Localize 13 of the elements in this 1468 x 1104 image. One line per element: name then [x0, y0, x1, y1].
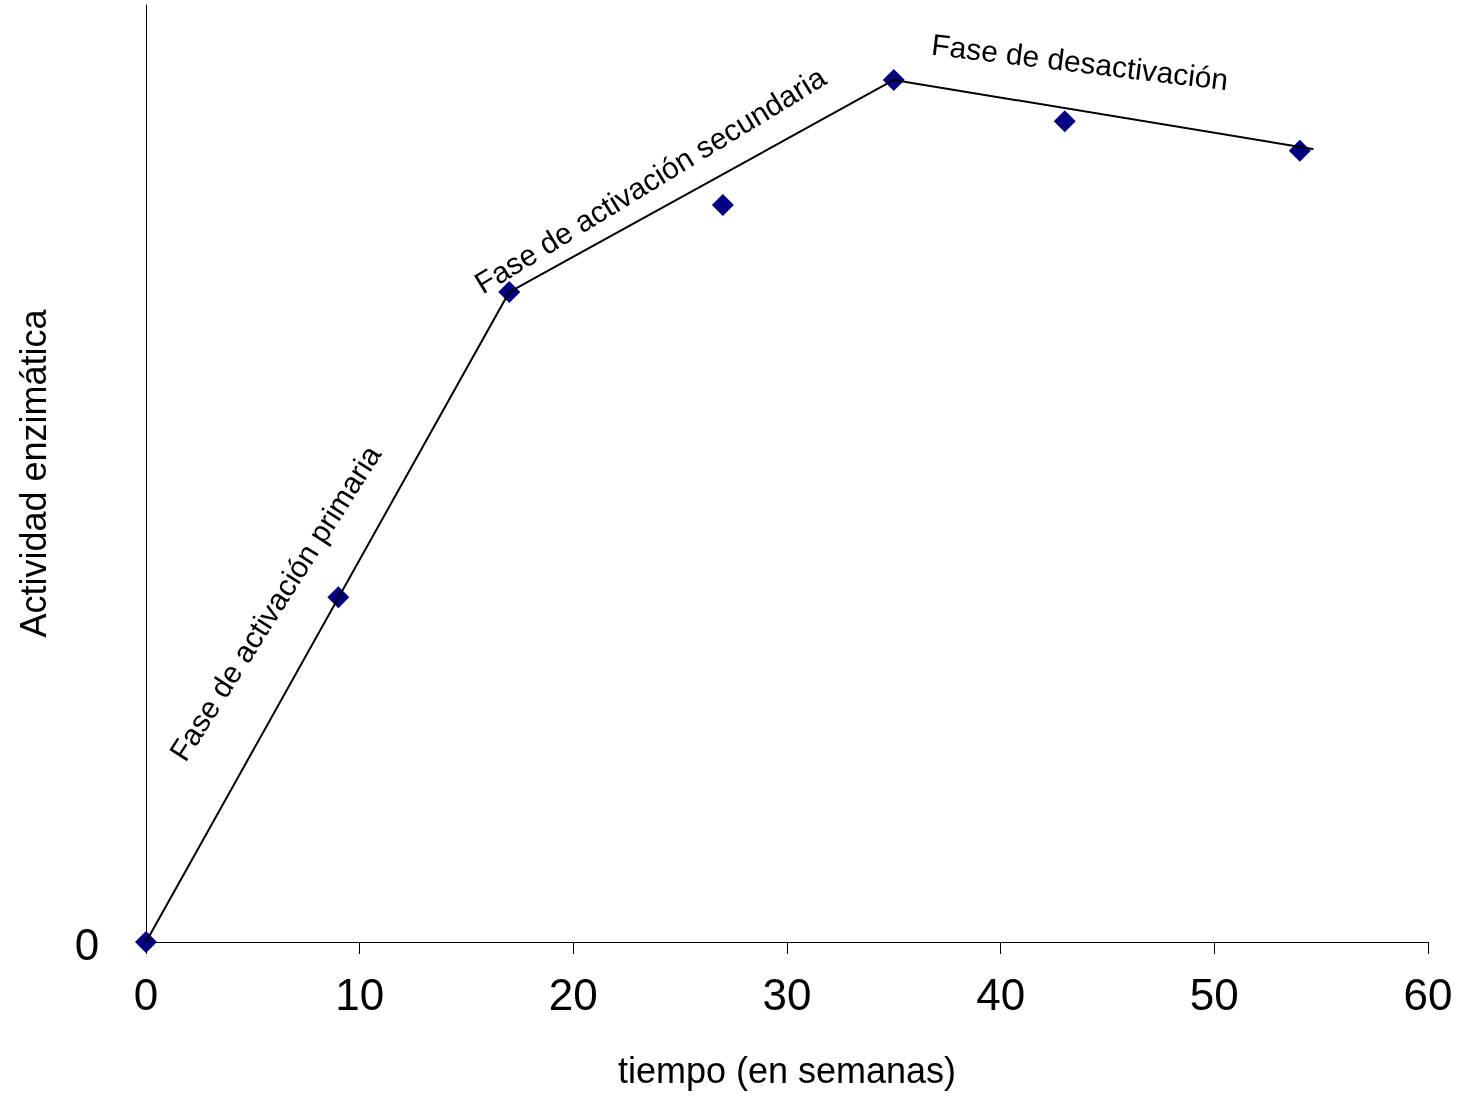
- x-tick-label: 10: [335, 969, 385, 1019]
- x-axis-title: tiempo (en semanas): [617, 1049, 957, 1091]
- annotation: Fase de desactivación: [929, 27, 1231, 97]
- point: [711, 193, 734, 216]
- y-axis-title: Actividad enzimática: [12, 308, 54, 638]
- x-tick-label: 0: [133, 969, 159, 1019]
- x-tick-label: 20: [548, 969, 598, 1019]
- x-tick-label: 40: [976, 969, 1026, 1019]
- x-tick-label: 60: [1403, 969, 1453, 1019]
- x-tick-label: 50: [1189, 969, 1239, 1019]
- x-tick-label: 30: [762, 969, 812, 1019]
- text: 0: [74, 919, 100, 969]
- point: [1053, 110, 1076, 133]
